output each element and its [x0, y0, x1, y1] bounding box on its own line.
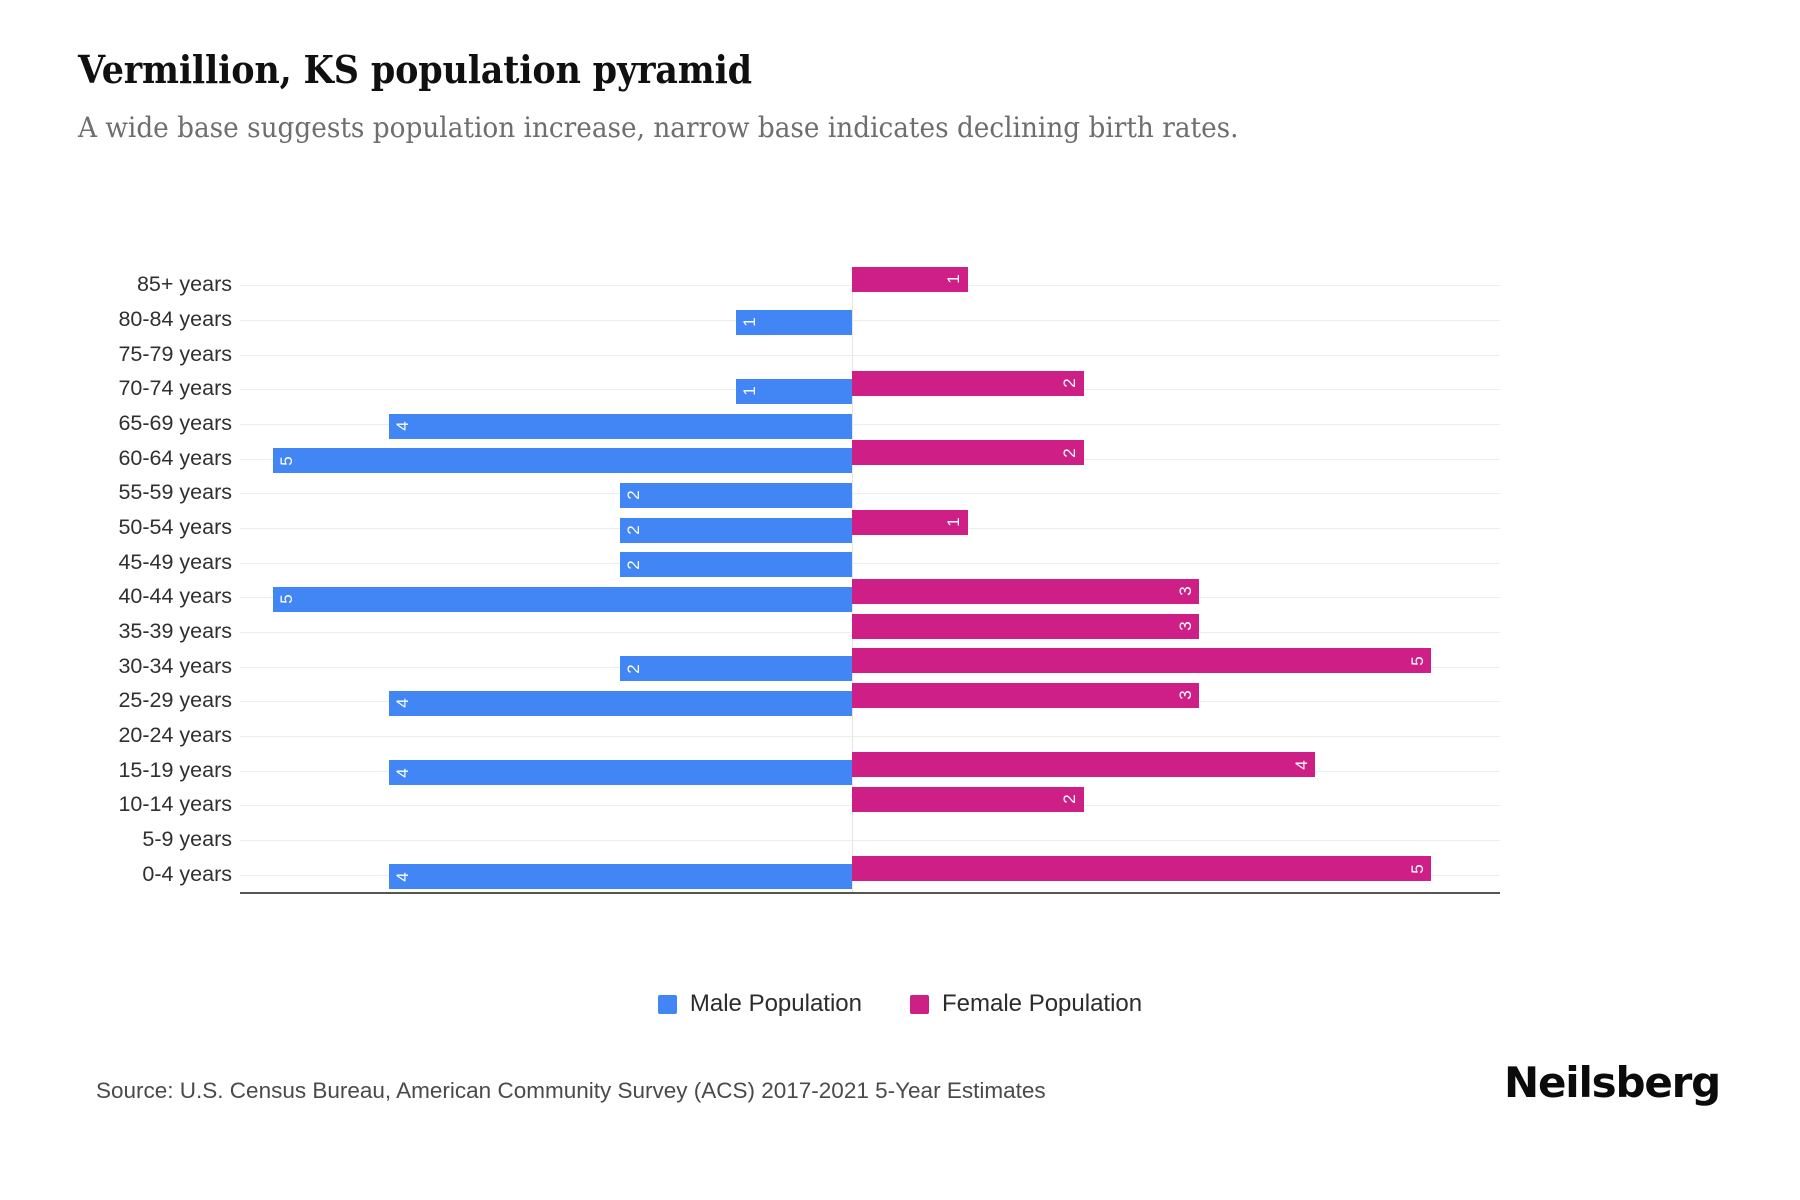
bar-value-label: 1: [740, 386, 760, 397]
bar-value-label: 1: [944, 517, 964, 527]
bar-male[interactable]: 2: [620, 656, 852, 682]
page-title: Vermillion, KS population pyramid: [78, 47, 752, 92]
y-axis-tick-label: 75-79 years: [118, 341, 232, 366]
y-axis-labels: 85+ years 80-84 years 75-79 years 70-74 yea…: [0, 268, 232, 892]
bar-value-label: 5: [1407, 655, 1427, 666]
bar-female[interactable]: 4: [852, 752, 1316, 778]
bar-value-label: 2: [1060, 794, 1080, 805]
y-axis-tick-label: 70-74 years: [118, 376, 232, 401]
bar-female[interactable]: 5: [852, 856, 1431, 882]
y-axis-tick-label: 55-59 years: [118, 480, 232, 505]
bar-female[interactable]: 3: [852, 578, 1200, 604]
y-axis-tick-label: 40-44 years: [118, 584, 232, 609]
y-axis-tick-label: 30-34 years: [118, 653, 232, 678]
bar-value-label: 5: [277, 455, 297, 466]
bar-value-label: 4: [393, 767, 413, 778]
bar-female[interactable]: 2: [852, 370, 1084, 396]
bar-value-label: 4: [393, 421, 413, 431]
bar-value-label: 1: [944, 274, 964, 285]
legend-item[interactable]: Male Population: [657, 990, 862, 1017]
bar-female[interactable]: 1: [852, 266, 968, 292]
y-axis-tick-label: 25-29 years: [118, 688, 232, 713]
bar-male[interactable]: 4: [388, 413, 852, 439]
square-swatch-icon: [910, 994, 929, 1014]
bar-value-label: 2: [624, 663, 644, 674]
chart-subtitle: A wide base suggests population increase…: [78, 110, 1239, 144]
y-axis-tick-label: 15-19 years: [118, 757, 232, 782]
gridline: [240, 320, 1500, 321]
bar-male[interactable]: 4: [388, 760, 852, 786]
bar-value-label: 2: [1060, 447, 1080, 458]
y-axis-tick-label: 35-39 years: [118, 619, 232, 643]
y-axis-tick-label: 60-64 years: [118, 445, 232, 470]
bar-female[interactable]: 2: [852, 440, 1084, 466]
y-axis-tick-label: 45-49 years: [118, 549, 232, 574]
bar-value-label: 3: [1176, 690, 1196, 701]
bar-value-label: 2: [624, 490, 644, 501]
y-axis-tick-label: 20-24 years: [118, 723, 232, 747]
y-axis-tick-label: 50-54 years: [118, 515, 232, 539]
y-axis-tick-label: 10-14 years: [118, 792, 232, 817]
bar-female[interactable]: 2: [852, 786, 1084, 812]
bar-value-label: 4: [1291, 759, 1311, 770]
source-note: Source: U.S. Census Bureau, American Com…: [96, 1078, 1046, 1103]
bar-male[interactable]: 4: [388, 864, 852, 890]
bar-male[interactable]: 1: [736, 309, 852, 335]
chart-legend: Male Population Female Population: [0, 992, 1800, 1016]
brand-logo: Neilsberg: [1504, 1058, 1721, 1107]
bar-female[interactable]: 1: [852, 509, 968, 535]
y-axis-tick-label: 80-84 years: [118, 307, 232, 331]
bar-value-label: 4: [393, 698, 413, 709]
x-axis-baseline: [240, 892, 1500, 894]
gridline: [240, 424, 1500, 425]
square-swatch-icon: [657, 994, 677, 1014]
bar-value-label: 4: [393, 871, 413, 882]
bar-male[interactable]: 2: [620, 552, 852, 578]
bar-male[interactable]: 4: [388, 690, 852, 716]
gridline: [240, 840, 1500, 841]
chart-header: Vermillion, KS population pyramid A wide…: [78, 47, 1718, 144]
bar-male[interactable]: 5: [273, 448, 852, 474]
bar-value-label: 3: [1176, 621, 1196, 631]
gridline: [240, 563, 1500, 564]
bar-value-label: 3: [1176, 586, 1196, 597]
bar-value-label: 5: [1407, 863, 1427, 874]
bar-value-label: 2: [1060, 378, 1080, 389]
bar-female[interactable]: 3: [852, 682, 1200, 708]
legend-label: Female Population: [942, 990, 1143, 1017]
bar-female[interactable]: 3: [852, 613, 1200, 639]
bar-value-label: 5: [277, 594, 297, 605]
legend-label: Male Population: [689, 990, 862, 1017]
gridline: [240, 355, 1500, 356]
gridline: [240, 493, 1500, 494]
bar-male[interactable]: 2: [620, 482, 852, 508]
bar-value-label: 2: [624, 559, 644, 570]
y-axis-tick-label: 5-9 years: [142, 827, 232, 851]
bar-male[interactable]: 1: [736, 378, 852, 404]
bar-value-label: 2: [624, 525, 644, 535]
bar-male[interactable]: 5: [273, 586, 852, 612]
legend-item[interactable]: Female Population: [910, 992, 1142, 1016]
y-axis-tick-label: 65-69 years: [118, 411, 232, 435]
y-axis-tick-label: 85+ years: [136, 272, 232, 297]
bar-value-label: 1: [740, 317, 760, 327]
plot-area: 85+ years 80-84 years 75-79 years 70-74 yea…: [0, 266, 1800, 918]
y-axis-tick-label: 0-4 years: [142, 861, 232, 886]
bar-male[interactable]: 2: [620, 517, 852, 543]
bar-female[interactable]: 5: [852, 648, 1431, 674]
gridline: [240, 736, 1500, 737]
